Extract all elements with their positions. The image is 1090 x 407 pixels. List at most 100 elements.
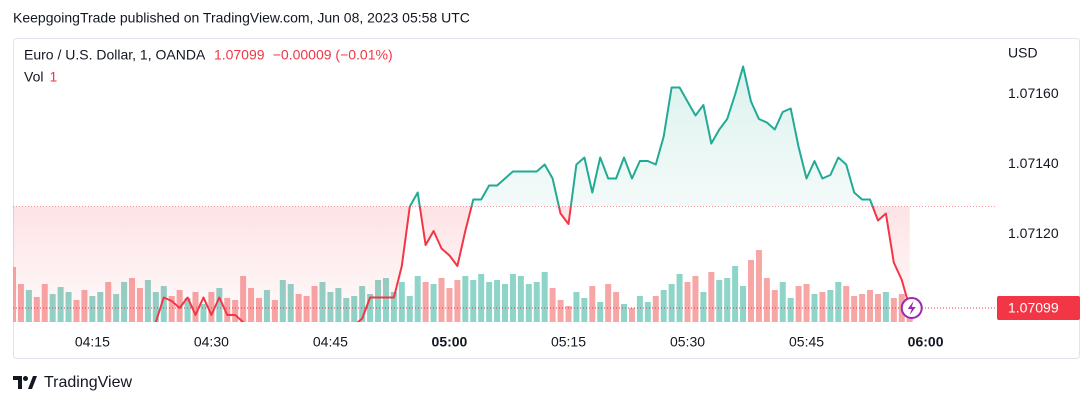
header: KeepgoingTrade published on TradingView.… — [13, 10, 470, 26]
volume-bar — [470, 280, 477, 322]
volume-bar — [851, 296, 858, 322]
x-tick-label: 04:45 — [313, 334, 348, 350]
x-tick-label: 05:30 — [670, 334, 705, 350]
legend-price: 1.07099 — [214, 47, 265, 63]
volume-bar — [502, 284, 508, 322]
plot-area — [13, 65, 997, 322]
volume-bar — [438, 278, 445, 322]
volume-bar — [827, 290, 834, 322]
volume-bar — [819, 292, 826, 322]
brand-logo — [13, 376, 37, 389]
volume-bar — [581, 298, 588, 322]
volume-bar — [478, 274, 485, 322]
volume-bar — [843, 286, 850, 322]
volume-bar — [795, 286, 802, 322]
logo-t — [13, 376, 22, 389]
overlay: 1.07099 — [900, 296, 1080, 320]
volume-bar — [644, 302, 651, 322]
x-tick-label: 04:30 — [194, 334, 229, 350]
volume-bar — [676, 274, 683, 322]
volume-bar — [787, 298, 794, 322]
volume-bar — [184, 298, 191, 322]
volume-bar — [621, 304, 628, 322]
volume-bar — [724, 278, 731, 322]
logo-dot — [23, 376, 28, 381]
volume-bar — [740, 286, 747, 322]
volume-bar — [890, 298, 897, 322]
volume-bar — [771, 290, 778, 322]
volume-length: 1 — [49, 69, 57, 85]
volume-bar — [375, 280, 382, 322]
volume-bar — [509, 274, 516, 322]
volume-bar — [200, 304, 207, 322]
volume-bar — [430, 284, 437, 322]
legend-change: −0.00009 (−0.01%) — [273, 47, 393, 63]
volume-bar — [494, 280, 501, 322]
volume-bar — [652, 296, 659, 322]
x-tick-label: 05:45 — [789, 334, 824, 350]
volume-bar — [160, 286, 167, 322]
volume-bar — [708, 272, 715, 322]
price-label-box — [997, 296, 1080, 320]
y-tick-label: 1.07160 — [1008, 85, 1059, 101]
volume-bar — [779, 282, 786, 322]
volume-label: Vol — [24, 69, 43, 85]
volume-bar — [597, 302, 604, 322]
volume-bar — [414, 276, 421, 322]
volume-bar — [867, 290, 874, 322]
volume-bar — [517, 276, 524, 322]
volume-bar — [168, 296, 175, 322]
volume-bar — [549, 288, 556, 322]
baseline-area — [13, 66, 910, 322]
y-tick-label: 1.07120 — [1008, 225, 1059, 241]
currency: USD — [1008, 45, 1038, 61]
logo-slash — [28, 376, 37, 389]
volume-bar — [748, 260, 754, 322]
volume-bar — [565, 306, 572, 322]
volume-bar — [382, 278, 389, 322]
volume-bar — [763, 278, 770, 322]
brand: TradingView — [44, 374, 132, 391]
volume-bar — [835, 282, 842, 322]
volume-bar — [446, 288, 453, 322]
x-tick-label: 05:15 — [551, 334, 586, 350]
volume-bar — [557, 300, 564, 322]
volume-bar — [462, 276, 469, 322]
x-tick-label: 05:00 — [432, 334, 468, 350]
volume-bar — [486, 282, 493, 322]
x-tick-label: 06:00 — [908, 334, 944, 350]
x-tick-label: 04:15 — [75, 334, 110, 350]
volume-bar — [636, 296, 643, 322]
volume-bar — [684, 282, 691, 322]
volume-bar — [668, 284, 675, 322]
volume-bar — [422, 282, 429, 322]
y-tick-label: 1.07140 — [1008, 155, 1059, 171]
volume-bar — [541, 272, 548, 322]
volume-bar — [716, 280, 723, 322]
volume-bar — [589, 286, 596, 322]
volume-bar — [533, 282, 540, 322]
volume-bar — [882, 292, 889, 322]
volume-bar — [398, 282, 405, 322]
live-bolt — [907, 301, 916, 315]
price-label: 1.07099 — [1008, 300, 1059, 316]
volume-bar — [390, 292, 397, 322]
volume-bar — [406, 296, 413, 322]
volume-bar — [803, 284, 810, 322]
volume-bar — [605, 284, 612, 322]
volume-bar — [613, 292, 620, 322]
chart-frame — [13, 38, 1080, 359]
legend: Euro / U.S. Dollar, 1, OANDA 1.07099 −0.… — [24, 47, 393, 85]
price-line-series — [154, 65, 911, 322]
volume-bar — [755, 250, 762, 322]
volume-bar — [700, 292, 707, 322]
volume-bar — [454, 280, 461, 322]
symbol: Euro / U.S. Dollar, 1, OANDA — [24, 47, 206, 63]
volume-bar — [525, 284, 532, 322]
volume-bar — [660, 290, 667, 322]
volume-bar — [692, 276, 699, 322]
volume-bar — [573, 292, 580, 322]
volume-bar — [628, 308, 635, 322]
